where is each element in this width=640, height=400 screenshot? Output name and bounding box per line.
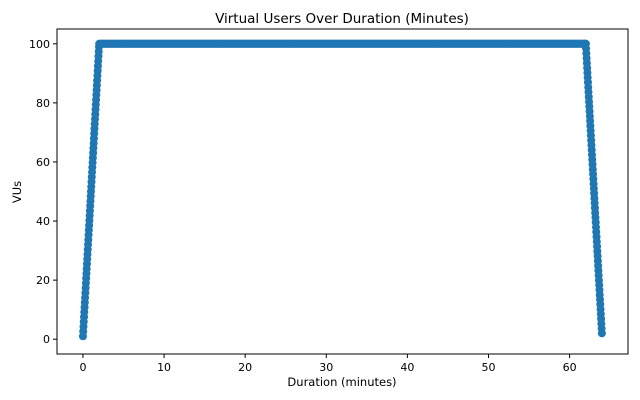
x-tick-label: 0 <box>79 361 86 374</box>
x-tick-label: 10 <box>157 361 171 374</box>
y-tick-label: 100 <box>29 38 50 51</box>
y-tick-label: 20 <box>36 274 50 287</box>
data-points <box>78 39 606 341</box>
y-tick-label: 0 <box>43 333 50 346</box>
x-tick-label: 20 <box>238 361 252 374</box>
x-tick-label: 40 <box>400 361 414 374</box>
plot-frame <box>56 28 629 355</box>
y-tick-label: 60 <box>36 156 50 169</box>
x-axis: 0 10 20 30 40 50 60 <box>79 354 577 374</box>
y-axis-label: VUs <box>10 181 24 203</box>
x-tick-label: 30 <box>319 361 333 374</box>
x-axis-label: Duration (minutes) <box>287 375 396 389</box>
y-tick-label: 80 <box>36 97 50 110</box>
data-point <box>597 329 606 338</box>
y-axis: 0 20 40 60 80 100 <box>29 38 57 346</box>
y-tick-label: 40 <box>36 215 50 228</box>
x-tick-label: 50 <box>481 361 495 374</box>
x-tick-label: 60 <box>563 361 577 374</box>
chart-title: Virtual Users Over Duration (Minutes) <box>215 11 469 27</box>
